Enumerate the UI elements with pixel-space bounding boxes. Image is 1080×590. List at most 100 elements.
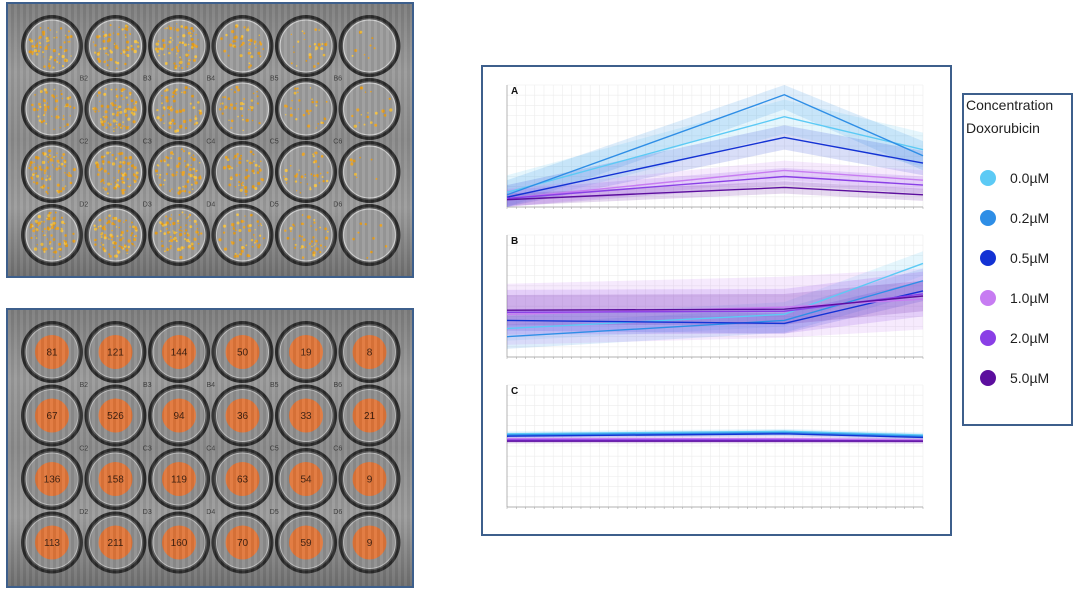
well bbox=[279, 145, 333, 199]
colony-dot bbox=[238, 160, 242, 165]
colony-dot bbox=[102, 39, 106, 43]
colony-dot bbox=[188, 191, 191, 194]
series-band bbox=[507, 268, 923, 349]
colony-dot bbox=[243, 220, 245, 223]
colony-dot bbox=[114, 107, 116, 110]
colony-dot bbox=[165, 215, 168, 218]
colony-dot bbox=[34, 227, 36, 230]
colony-dot bbox=[45, 122, 48, 125]
colony-dot bbox=[190, 37, 194, 41]
colony-dot bbox=[158, 54, 160, 57]
colony-dot bbox=[245, 119, 249, 122]
colony-dot bbox=[235, 102, 238, 105]
colony-dot bbox=[255, 46, 257, 49]
colony-dot bbox=[318, 182, 321, 184]
colony-dot bbox=[381, 109, 385, 113]
colony-dot bbox=[314, 151, 318, 155]
colony-dot bbox=[187, 43, 190, 46]
colony-dot bbox=[311, 100, 314, 104]
colony-dot bbox=[100, 233, 103, 236]
colony-dot bbox=[132, 120, 136, 124]
colony-dot bbox=[192, 173, 195, 176]
colony-dot bbox=[156, 50, 159, 53]
colony-dot bbox=[371, 37, 374, 40]
colony-dot bbox=[298, 99, 301, 102]
colony-dot bbox=[171, 118, 175, 123]
colony-dot bbox=[66, 173, 69, 176]
colony-dot bbox=[259, 160, 262, 163]
colony-dot bbox=[169, 245, 172, 248]
colony-dot bbox=[50, 247, 53, 250]
colony-dot bbox=[259, 223, 262, 225]
colony-dot bbox=[254, 186, 258, 191]
colony-dot bbox=[103, 249, 107, 253]
colony-dot bbox=[238, 157, 242, 161]
colony-dot bbox=[295, 118, 298, 121]
colony-dot bbox=[61, 156, 64, 159]
colony-dot bbox=[300, 247, 302, 250]
colony-dot bbox=[297, 91, 299, 93]
colony-dot bbox=[261, 178, 264, 182]
colony-dot bbox=[245, 168, 249, 172]
well-position-label: C2 bbox=[79, 445, 88, 452]
colony-dot bbox=[110, 88, 113, 91]
well-position-label: B6 bbox=[333, 76, 342, 83]
colony-dot bbox=[354, 49, 358, 53]
colony-dot bbox=[51, 115, 53, 117]
colony-dot bbox=[197, 242, 200, 245]
colony-dot bbox=[33, 49, 38, 53]
well-position-label: D6 bbox=[333, 202, 342, 209]
colony-dot bbox=[108, 214, 111, 217]
colony-dot bbox=[36, 174, 39, 178]
colony-dot bbox=[100, 120, 104, 124]
colony-dot bbox=[161, 94, 163, 97]
colony-dot bbox=[310, 225, 312, 227]
legend-label: 1.0µM bbox=[1010, 290, 1050, 306]
colony-dot bbox=[128, 185, 131, 188]
plate-top-wells: B2 B3 B4 B5 B6 C2 C3 C4 C5 C6 D2 D3 D4 D5 D6 bbox=[21, 15, 401, 266]
colony-dot bbox=[289, 107, 293, 110]
colony-dot bbox=[125, 96, 129, 99]
colony-dot bbox=[170, 48, 174, 52]
colony-count: 81 bbox=[46, 348, 58, 359]
colony-dot bbox=[98, 59, 102, 63]
colony-dot bbox=[37, 224, 39, 227]
colony-dot bbox=[188, 167, 192, 171]
colony-dot bbox=[98, 51, 101, 53]
colony-dot bbox=[307, 124, 311, 128]
colony-dot bbox=[314, 28, 317, 31]
colony-dot bbox=[301, 235, 304, 238]
colony-dot bbox=[156, 116, 160, 120]
colony-dot bbox=[170, 108, 173, 112]
colony-count: 33 bbox=[300, 411, 312, 422]
colony-dot bbox=[184, 126, 188, 130]
colony-dot bbox=[250, 213, 253, 216]
colony-dot bbox=[113, 42, 116, 45]
colony-count: 63 bbox=[237, 475, 249, 486]
colony-dot bbox=[50, 223, 53, 226]
colony-dot bbox=[307, 112, 310, 115]
colony-dot bbox=[248, 161, 252, 165]
colony-dot bbox=[252, 92, 255, 95]
well-position-label: B3 bbox=[143, 382, 152, 389]
colony-dot bbox=[223, 108, 225, 110]
colony-dot bbox=[102, 115, 105, 118]
colony-dot bbox=[190, 156, 193, 159]
colony-dot bbox=[196, 169, 198, 172]
colony-dot bbox=[118, 123, 122, 127]
colony-dot bbox=[165, 172, 168, 176]
colony-dot bbox=[159, 173, 162, 176]
colony-dot bbox=[313, 184, 318, 188]
colony-dot bbox=[58, 53, 61, 56]
colony-dot bbox=[301, 214, 304, 216]
colony-dot bbox=[247, 51, 251, 55]
colony-dot bbox=[184, 86, 188, 90]
colony-dot bbox=[124, 27, 128, 31]
colony-dot bbox=[296, 87, 299, 90]
colony-dot bbox=[178, 213, 181, 216]
colony-dot bbox=[170, 157, 173, 159]
colony-dot bbox=[198, 176, 202, 180]
colony-dot bbox=[156, 164, 159, 167]
colony-dot bbox=[240, 182, 243, 185]
colony-dot bbox=[181, 67, 184, 70]
